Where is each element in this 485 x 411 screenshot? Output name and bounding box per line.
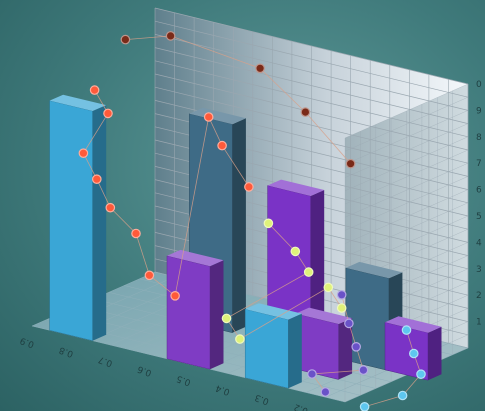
data-point <box>221 313 232 324</box>
data-point <box>401 325 412 335</box>
bar-front <box>166 255 211 370</box>
data-point <box>300 107 311 117</box>
data-point <box>131 228 141 239</box>
data-point <box>290 246 301 257</box>
y-tick-label: 7 <box>476 159 482 169</box>
x-tick-label: 0.4 <box>214 382 231 396</box>
x-tick-label: 0.9 <box>19 335 36 349</box>
data-point <box>235 334 245 344</box>
data-point <box>351 341 361 352</box>
x-tick-label: 0.5 <box>175 373 192 387</box>
bar-front <box>49 100 93 342</box>
bar-top <box>385 316 442 333</box>
bar-top <box>267 179 325 196</box>
x-axis-ticks: 0.90.80.70.60.50.40.30.20.1 <box>19 335 349 411</box>
bar-top <box>245 303 302 320</box>
bar-top <box>189 107 246 125</box>
y-tick-label: 4 <box>476 238 482 248</box>
y-tick-label: 0 <box>476 80 482 90</box>
bars-layer <box>49 94 442 389</box>
data-point <box>345 158 356 169</box>
data-point <box>144 270 155 281</box>
y-tick-label: 5 <box>476 212 482 222</box>
bar <box>295 307 353 380</box>
bar <box>166 249 224 370</box>
data-point <box>120 34 131 45</box>
y-tick-label: 3 <box>476 265 482 275</box>
data-point <box>263 218 274 229</box>
x-tick-label: 0.3 <box>254 392 271 406</box>
bar-top <box>345 261 403 279</box>
bar-side <box>232 118 246 333</box>
bar-top <box>49 94 107 111</box>
data-point <box>320 387 331 397</box>
bar-side <box>338 318 353 380</box>
bar-side <box>288 313 302 389</box>
bar-front <box>244 308 289 389</box>
data-point <box>103 108 113 119</box>
bar-front <box>295 313 339 380</box>
data-point <box>92 174 102 184</box>
y-tick-label: 8 <box>476 133 482 143</box>
x-tick-label: 0.7 <box>97 354 114 368</box>
y-tick-label: 9 <box>476 106 482 116</box>
data-point <box>244 182 254 192</box>
data-point <box>336 303 347 313</box>
x-tick-label: 0.2 <box>293 401 310 411</box>
data-point <box>217 140 227 151</box>
bar-side <box>210 260 224 370</box>
y-axis-ticks: 1 2 3 4 5 6 7 8 9 0 <box>476 80 482 328</box>
bar <box>244 303 302 389</box>
data-point <box>105 202 116 213</box>
bar-side <box>92 105 107 341</box>
y-tick-label: 2 <box>476 291 482 301</box>
data-point <box>203 112 214 122</box>
data-point <box>78 148 89 158</box>
data-point <box>165 31 176 41</box>
data-point <box>408 348 419 359</box>
data-point <box>336 289 347 300</box>
bar-side <box>428 326 442 381</box>
data-point <box>307 369 317 379</box>
data-point <box>359 402 370 411</box>
data-point <box>397 390 408 401</box>
data-point <box>344 318 354 329</box>
data-point <box>358 365 369 375</box>
bar-front <box>345 267 390 372</box>
data-point <box>416 369 426 379</box>
data-point <box>323 282 334 293</box>
data-point <box>89 85 100 95</box>
data-point <box>255 63 265 74</box>
bar-top <box>295 307 353 324</box>
bar <box>384 316 442 381</box>
bar-top <box>167 249 224 267</box>
x-tick-label: 0.8 <box>58 344 75 358</box>
y-tick-label: 1 <box>476 318 482 328</box>
y-tick-label: 6 <box>476 186 482 196</box>
data-point <box>170 290 180 301</box>
data-point <box>303 267 314 277</box>
x-tick-label: 0.6 <box>136 363 153 377</box>
bar <box>49 94 107 342</box>
